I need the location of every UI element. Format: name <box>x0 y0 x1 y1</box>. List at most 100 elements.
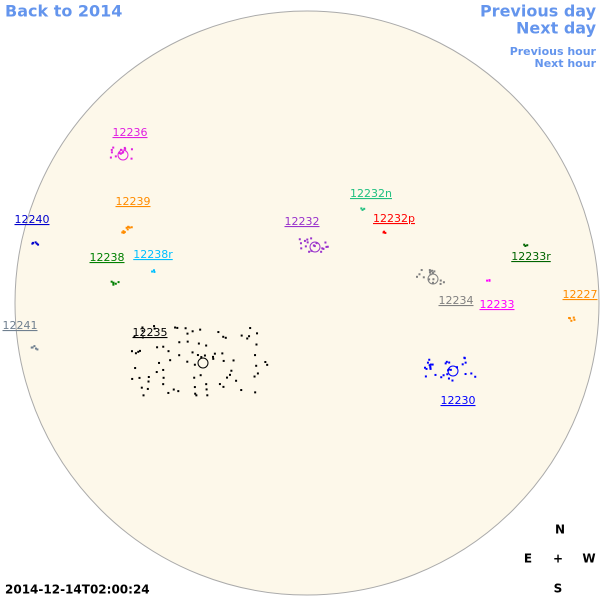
region-label[interactable]: 12238 <box>90 251 125 264</box>
sunspot <box>162 376 165 379</box>
sunspot <box>360 207 363 210</box>
region-label[interactable]: 12232n <box>350 187 392 200</box>
sunspot <box>235 379 238 382</box>
sunspot-umbra <box>197 357 209 369</box>
sunspot <box>446 373 449 376</box>
sunspot <box>440 376 443 379</box>
sunspot <box>431 272 434 275</box>
region-label[interactable]: 12233r <box>511 250 551 263</box>
sunspot <box>240 334 243 337</box>
sunspot <box>300 247 303 250</box>
sunspot <box>196 354 199 357</box>
sunspot <box>488 279 491 282</box>
sunspot <box>428 278 431 281</box>
back-link[interactable]: Back to 2014 <box>5 2 122 21</box>
sunspot <box>255 364 258 367</box>
timestamp: 2014-12-14T02:00:24 <box>5 583 150 597</box>
sunspot <box>112 281 115 284</box>
sunspot <box>570 319 573 322</box>
sunspot <box>325 245 328 248</box>
sunspot <box>142 394 145 397</box>
sunspot <box>169 359 172 362</box>
sunspot <box>37 243 40 246</box>
sunspot <box>35 242 38 245</box>
sunspot <box>134 352 137 355</box>
sunspot <box>152 269 155 272</box>
sunspot <box>572 316 575 319</box>
sunspot <box>34 241 37 244</box>
sunspot <box>203 354 206 357</box>
sunspot <box>321 247 324 250</box>
region-label[interactable]: 12232 <box>285 215 320 228</box>
next-day-link[interactable]: Next day <box>516 19 597 38</box>
sunspot <box>199 374 202 377</box>
sunspot <box>222 385 225 388</box>
sunspot <box>119 152 122 155</box>
sunspot <box>124 147 127 150</box>
sunspot <box>121 231 124 234</box>
sunspot <box>156 346 159 349</box>
region-label[interactable]: 12233 <box>480 298 515 311</box>
sunspot <box>162 345 165 348</box>
sunspot <box>134 367 137 370</box>
region-label[interactable]: 12235 <box>133 326 168 339</box>
sunspot <box>526 244 529 247</box>
sunspot <box>299 242 302 245</box>
sunspot <box>141 336 144 339</box>
region-label[interactable]: 12230 <box>441 394 476 407</box>
region-label[interactable]: 12241 <box>3 319 38 332</box>
sunspot <box>151 270 154 273</box>
sunspot <box>418 273 421 276</box>
sunspot <box>429 366 432 369</box>
sunspot <box>162 368 165 371</box>
sunspot <box>162 383 165 386</box>
sunspot <box>167 350 170 353</box>
region-label[interactable]: 12232p <box>373 212 415 225</box>
sunspot <box>256 332 259 335</box>
previous-hour-link[interactable]: Previous hour <box>510 45 597 58</box>
sunspot <box>429 270 432 273</box>
region-label[interactable]: 12239 <box>116 195 151 208</box>
sunspot <box>200 356 203 359</box>
sunspot <box>324 241 327 244</box>
sunspot <box>420 269 423 272</box>
sunspot-umbra <box>309 241 321 253</box>
region-label[interactable]: 12240 <box>15 213 50 226</box>
sunspot <box>122 231 125 234</box>
sunspot <box>114 282 117 285</box>
sunspot <box>464 361 467 364</box>
sunspot <box>177 390 180 393</box>
sunspot <box>176 326 179 329</box>
sunspot <box>439 282 442 285</box>
region-label[interactable]: 12238r <box>133 248 173 261</box>
sunspot <box>226 376 229 379</box>
sunspot <box>254 391 257 394</box>
sunspot <box>486 279 489 282</box>
sunspot <box>33 345 36 348</box>
next-hour-link[interactable]: Next hour <box>535 57 597 70</box>
sunspot <box>240 389 243 392</box>
sunspot <box>312 244 315 247</box>
sunspot <box>112 283 115 286</box>
sunspot <box>249 327 252 330</box>
sunspot <box>433 270 436 273</box>
sunspot <box>122 230 125 233</box>
sunspot <box>110 280 113 283</box>
region-label[interactable]: 12227 <box>563 288 598 301</box>
sunspot <box>416 275 419 278</box>
sunspot-umbra <box>117 149 129 161</box>
sunspot <box>147 380 150 383</box>
sunspot <box>140 386 143 389</box>
region-label[interactable]: 12234 <box>439 294 474 307</box>
sunspot <box>439 279 442 282</box>
sunspot <box>228 373 231 376</box>
sunspot <box>474 375 477 378</box>
sunspot <box>254 354 257 357</box>
sunspot <box>434 373 437 376</box>
sunspot <box>195 394 198 397</box>
sunspot <box>193 376 196 379</box>
previous-day-link[interactable]: Previous day <box>480 2 597 21</box>
region-label[interactable]: 12236 <box>113 126 148 139</box>
sunspot <box>191 351 194 354</box>
sunspot <box>308 250 311 253</box>
